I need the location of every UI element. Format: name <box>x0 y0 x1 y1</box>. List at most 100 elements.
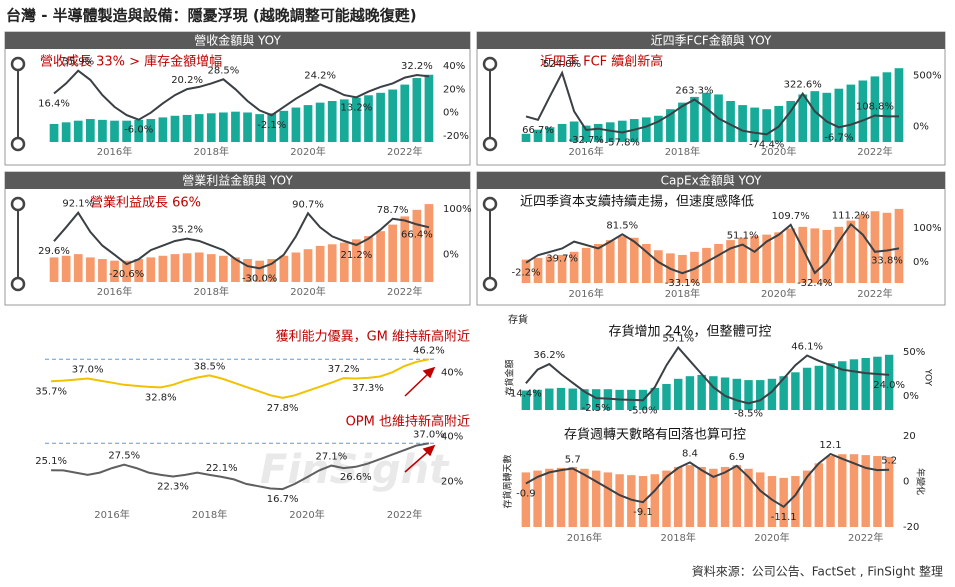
bar <box>834 226 844 283</box>
data-label: 16.4% <box>38 99 70 110</box>
arrow-head <box>422 444 436 457</box>
panel-header <box>5 172 470 189</box>
x-tick-label: 2016年 <box>97 285 132 298</box>
bar <box>219 112 228 142</box>
data-label: 35.9% <box>62 57 94 68</box>
bar <box>98 119 107 142</box>
bar <box>814 365 824 410</box>
data-label: 25.1% <box>35 456 67 467</box>
bar <box>662 384 671 410</box>
bar <box>98 259 107 282</box>
x-tick-label: 2016年 <box>94 508 129 521</box>
bar <box>291 252 301 282</box>
data-label: -30.0% <box>242 273 277 284</box>
bar <box>424 204 434 282</box>
bar <box>685 376 695 410</box>
y2-tick-label: 0% <box>443 108 459 119</box>
data-label: -57.8% <box>605 138 640 149</box>
bar <box>882 72 892 142</box>
bar <box>279 110 289 142</box>
data-label: 35.7% <box>35 386 67 397</box>
data-label: -33.1% <box>665 278 700 289</box>
bar <box>580 389 589 410</box>
bar <box>581 125 591 142</box>
bar <box>521 259 531 283</box>
panel-title: 近四季FCF金額與 YOY <box>651 33 772 48</box>
bar <box>231 111 240 142</box>
bar <box>810 91 820 142</box>
data-label: 32.2% <box>401 61 433 72</box>
x-tick-label: 2020年 <box>290 145 325 158</box>
bar <box>533 129 543 142</box>
data-label: 90.7% <box>292 199 324 210</box>
bar <box>882 212 892 283</box>
bar <box>110 260 119 282</box>
data-label: 38.5% <box>194 361 226 372</box>
bar <box>779 477 788 527</box>
bar <box>581 247 591 283</box>
bar <box>545 256 555 283</box>
bar <box>870 76 880 142</box>
bar <box>243 112 252 142</box>
data-label: 27.8% <box>267 403 299 414</box>
bar <box>533 258 543 283</box>
bar <box>146 257 156 282</box>
data-label: 108.8% <box>856 101 894 112</box>
bar <box>352 97 361 142</box>
bar <box>327 244 337 282</box>
data-label: 37.0% <box>72 365 104 376</box>
bar <box>641 117 651 142</box>
bar <box>774 105 784 142</box>
data-label: 22.1% <box>206 463 238 474</box>
data-label: -74.4% <box>749 139 784 150</box>
data-label: 28.5% <box>207 65 239 76</box>
bar <box>629 237 639 283</box>
data-label: -32.4% <box>797 278 832 289</box>
x-tick-label: 2018年 <box>194 145 229 158</box>
y2-tick-label: 0% <box>443 250 459 261</box>
bar <box>802 470 812 527</box>
chart-title: OPM 也維持新高附近 <box>346 414 470 430</box>
data-label: 24.0% <box>873 380 905 391</box>
y2-tick-label: 0% <box>903 391 919 402</box>
bar <box>641 244 651 283</box>
bar <box>654 250 663 283</box>
bar <box>791 476 800 527</box>
bar <box>73 254 83 282</box>
bar <box>762 234 771 283</box>
y2-tick-label: 0% <box>913 257 929 268</box>
panel-title: 營收金額與 YOY <box>194 33 281 48</box>
bar <box>591 470 601 527</box>
bar <box>767 378 777 410</box>
panel-header <box>477 32 945 49</box>
bar <box>603 472 613 527</box>
data-label: 12.1 <box>819 440 841 451</box>
bar <box>267 259 277 282</box>
data-label: -2.2% <box>512 268 541 279</box>
bar <box>786 101 796 142</box>
y2-tick-label: 100% <box>913 223 942 234</box>
bar <box>767 476 777 527</box>
bar <box>267 113 277 142</box>
data-label: 20.2% <box>171 75 203 86</box>
bar <box>85 119 95 142</box>
bar <box>858 80 868 142</box>
bar <box>690 251 699 283</box>
bar <box>303 249 313 282</box>
y-axis-title: 存貨金額 <box>504 359 516 395</box>
data-label: -11.1 <box>771 512 797 523</box>
data-label: -2.5% <box>582 403 611 414</box>
data-label: 5.7 <box>565 455 581 466</box>
bar <box>170 254 180 282</box>
bar <box>779 376 788 410</box>
bar <box>400 216 410 282</box>
bar <box>650 474 659 527</box>
bar <box>822 92 832 142</box>
line <box>525 70 899 136</box>
bar <box>666 109 675 142</box>
y-tick-label: 20% <box>441 477 463 488</box>
bar <box>545 468 554 527</box>
data-label: 78.7% <box>377 205 409 216</box>
slider-knob <box>482 56 498 72</box>
bar <box>568 388 577 410</box>
